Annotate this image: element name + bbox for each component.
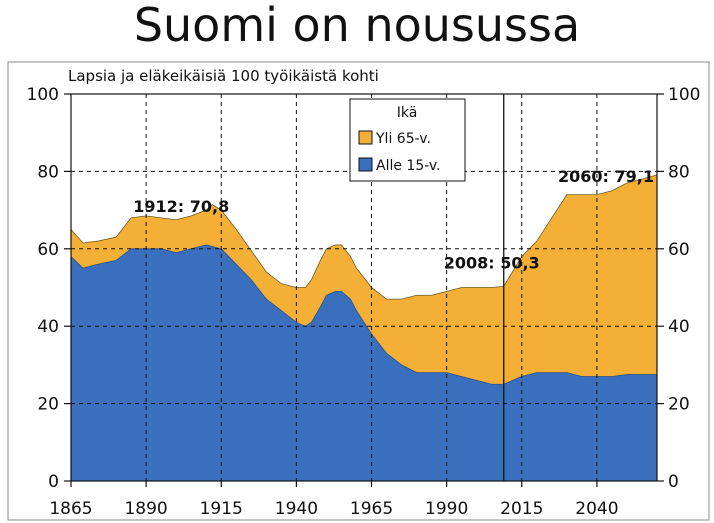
y-tick-label-left: 20 bbox=[37, 395, 59, 415]
plot-border bbox=[70, 93, 658, 482]
annotation-label: 2060: 79,1 bbox=[558, 167, 654, 186]
y-tick-label-right: 80 bbox=[668, 162, 690, 182]
y-tick-label-right: 40 bbox=[668, 317, 690, 337]
y-tick-label-right: 100 bbox=[668, 85, 700, 105]
x-tick-label: 1865 bbox=[49, 499, 92, 519]
annotation-label: 2008: 50,3 bbox=[444, 253, 540, 272]
y-tick-label-left: 60 bbox=[37, 240, 59, 260]
annotation-label: 1912: 70,8 bbox=[133, 197, 229, 216]
series-line-alle-15 bbox=[70, 244, 657, 385]
chart-subtitle: Lapsia ja eläkeikäisiä 100 työikäistä ko… bbox=[68, 67, 379, 85]
series-area-alle-15 bbox=[71, 244, 657, 481]
series-line-total bbox=[70, 174, 658, 300]
x-tick-label: 1890 bbox=[124, 499, 167, 519]
x-tick-label: 1915 bbox=[200, 499, 243, 519]
x-tick-label: 2040 bbox=[575, 499, 618, 519]
slide-title: Suomi on nousussa bbox=[133, 0, 581, 52]
y-tick-label-left: 80 bbox=[37, 162, 59, 182]
y-tick-label-right: 20 bbox=[668, 395, 690, 415]
legend: Ikä Yli 65-v. Alle 15-v. bbox=[349, 98, 466, 182]
series-area-yli-65 bbox=[71, 174, 657, 385]
grid-layer bbox=[71, 94, 657, 481]
y-tick-label-left: 0 bbox=[48, 472, 59, 492]
y-tick-label-right: 60 bbox=[668, 240, 690, 260]
x-tick-label: 1940 bbox=[275, 499, 318, 519]
annotation-layer: 1912: 70,8 2008: 50,3 2060: 79,1 bbox=[133, 167, 654, 272]
legend-item-label: Alle 15-v. bbox=[376, 158, 441, 174]
legend-swatch bbox=[358, 130, 373, 145]
area-layer bbox=[70, 174, 658, 481]
x-tick-label: 2015 bbox=[500, 499, 543, 519]
y-tick-label-left: 40 bbox=[37, 317, 59, 337]
legend-swatch bbox=[358, 157, 373, 172]
legend-title: Ikä bbox=[397, 105, 418, 121]
legend-item-label: Yli 65-v. bbox=[375, 131, 431, 147]
label-layer: Lapsia ja eläkeikäisiä 100 työikäistä ko… bbox=[68, 67, 379, 85]
y-tick-label-left: 100 bbox=[27, 85, 59, 105]
x-tick-label: 1965 bbox=[350, 499, 393, 519]
x-tick-label: 1990 bbox=[425, 499, 468, 519]
y-tick-label-right: 0 bbox=[668, 472, 679, 492]
